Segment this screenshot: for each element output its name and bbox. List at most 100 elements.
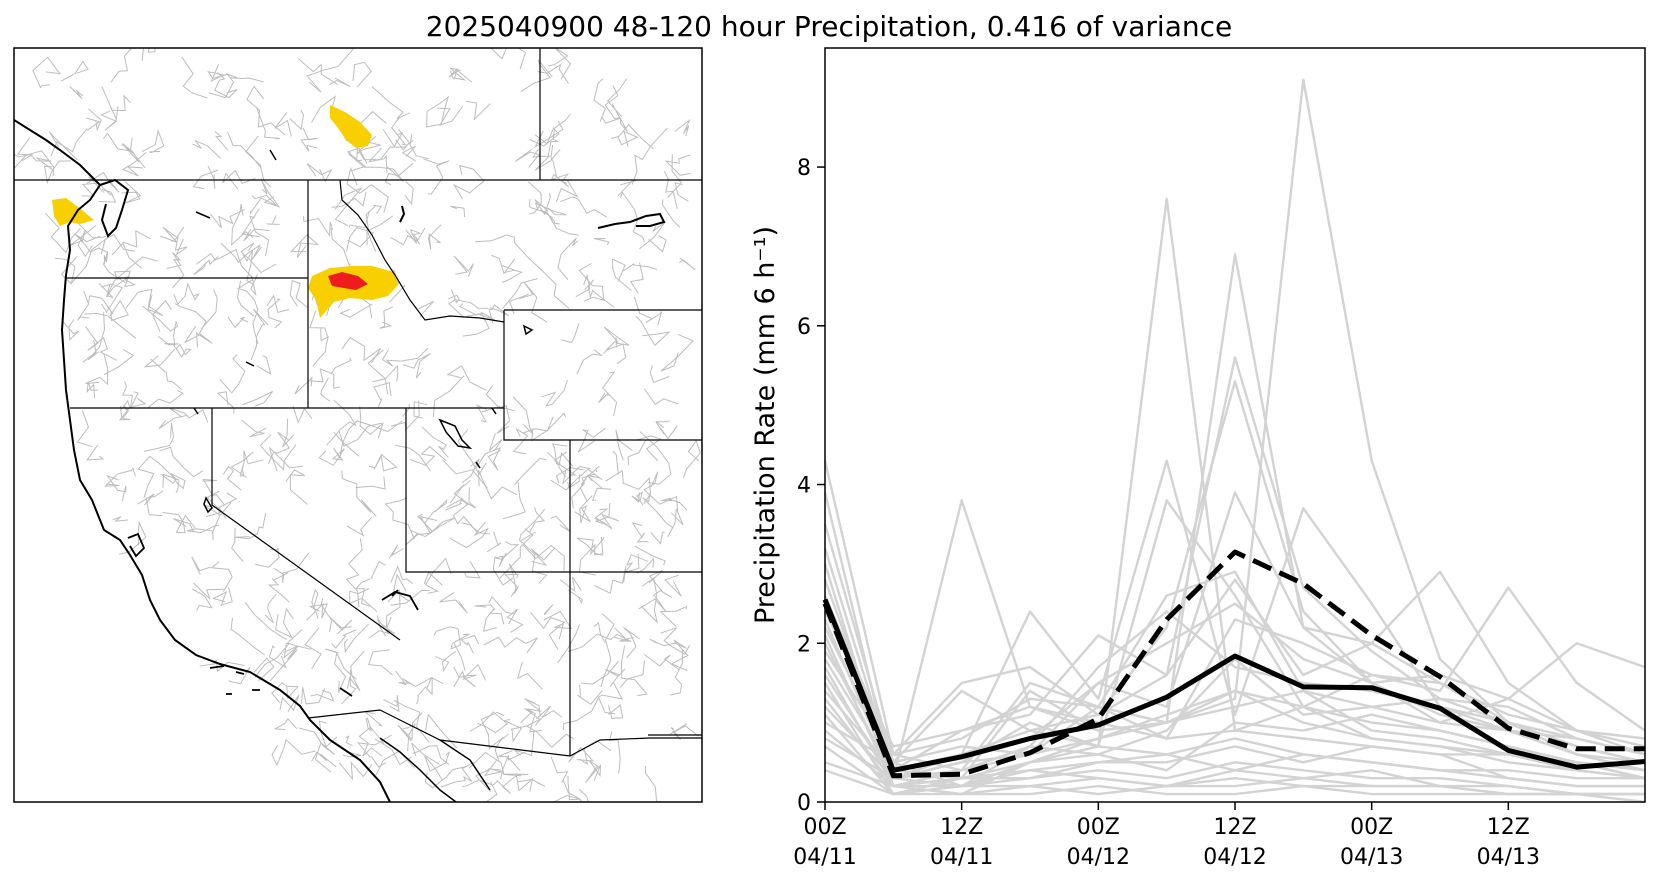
basin-boundary — [578, 263, 605, 302]
basin-boundary — [85, 353, 109, 386]
basin-boundary — [266, 294, 290, 314]
basin-boundary — [309, 368, 341, 389]
basin-boundary — [274, 112, 292, 137]
basin-boundary — [326, 399, 357, 446]
basin-boundary — [320, 377, 331, 402]
basin-boundary — [534, 120, 564, 149]
x-tick-label-date: 04/11 — [930, 845, 993, 870]
basin-boundary — [567, 633, 632, 652]
basin-boundary — [642, 492, 674, 529]
basin-boundary — [242, 391, 273, 407]
basin-boundary — [600, 613, 615, 688]
basin-boundary — [395, 128, 411, 151]
basin-boundary — [346, 517, 373, 537]
basin-boundary — [461, 458, 480, 484]
basin-boundary — [304, 627, 322, 670]
basin-boundary — [402, 676, 433, 689]
basin-boundary — [207, 165, 216, 189]
basin-boundary — [448, 289, 460, 304]
basin-boundary — [615, 429, 633, 461]
basin-boundary — [433, 626, 462, 650]
basin-boundary — [87, 339, 99, 361]
basin-boundary — [174, 303, 207, 335]
basin-boundary — [166, 252, 185, 289]
x-tick-label-date: 04/13 — [1340, 845, 1403, 870]
basin-boundary — [69, 225, 101, 246]
basin-boundary — [593, 238, 610, 245]
x-tick-label-time: 12Z — [940, 815, 983, 840]
coastline — [14, 119, 391, 802]
basin-boundary — [357, 734, 392, 768]
basin-boundary — [655, 421, 678, 440]
basin-boundary — [518, 508, 546, 541]
basin-boundary — [593, 78, 606, 122]
basin-boundary — [244, 602, 288, 640]
basin-boundary — [32, 56, 62, 89]
basin-boundary — [593, 621, 606, 643]
basin-boundary — [534, 705, 563, 726]
basin-boundary — [230, 458, 248, 479]
basin-boundary — [76, 410, 93, 448]
y-tick-label: 4 — [797, 474, 811, 499]
basin-boundary — [86, 108, 102, 132]
basin-boundary — [390, 227, 426, 246]
basin-boundary — [233, 512, 267, 540]
basin-boundary — [440, 761, 475, 788]
basin-boundary — [169, 407, 209, 423]
basin-boundary — [550, 468, 603, 491]
basin-boundary — [491, 254, 516, 275]
basin-boundary — [102, 251, 126, 284]
basin-boundary — [290, 234, 320, 258]
basin-boundary — [367, 147, 388, 173]
basin-boundary — [208, 72, 237, 99]
basin-boundary — [193, 582, 224, 600]
basin-boundary — [103, 348, 135, 376]
basin-boundary — [370, 560, 386, 579]
basin-boundary — [241, 419, 267, 438]
basin-boundary — [439, 591, 468, 614]
basin-boundary — [320, 598, 333, 633]
basin-boundary — [575, 273, 591, 298]
basin-boundary — [534, 192, 551, 216]
basin-boundary — [294, 376, 313, 395]
basin-boundary — [524, 698, 541, 717]
basin-boundary — [118, 399, 131, 421]
basin-boundary — [483, 636, 538, 654]
basin-boundary — [640, 577, 658, 624]
basin-boundary — [418, 300, 435, 318]
basin-boundary — [543, 610, 573, 640]
basin-boundary — [515, 148, 541, 168]
basin-boundary — [623, 626, 640, 659]
basin-boundary — [85, 326, 118, 361]
basin-boundary — [331, 191, 367, 208]
basin-boundary — [490, 48, 526, 70]
basin-boundary — [275, 607, 294, 639]
basin-boundary — [610, 124, 654, 150]
y-tick-label: 8 — [797, 156, 811, 181]
basin-boundary — [104, 467, 136, 487]
basin-boundary — [631, 522, 649, 543]
basin-boundary — [207, 64, 228, 83]
basin-boundary — [649, 365, 670, 384]
basin-boundary — [256, 355, 272, 375]
basin-boundary — [670, 639, 689, 671]
ensemble-member-line-16 — [823, 674, 1646, 780]
basin-boundary — [513, 236, 570, 309]
basin-boundary — [298, 727, 336, 773]
basin-boundary — [192, 140, 221, 159]
basin-boundary — [114, 270, 137, 288]
state-borders — [14, 48, 702, 757]
basin-boundary — [561, 323, 580, 343]
basin-boundary — [552, 775, 581, 802]
basin-boundary — [266, 215, 280, 225]
basin-boundary — [242, 249, 255, 286]
basin-boundary — [516, 661, 543, 690]
lake-great-salt — [438, 418, 473, 450]
basin-boundary — [246, 85, 286, 136]
basin-boundary — [352, 61, 372, 88]
basin-boundary — [502, 482, 526, 520]
basin-boundary — [474, 604, 505, 625]
basin-boundary — [137, 493, 155, 506]
